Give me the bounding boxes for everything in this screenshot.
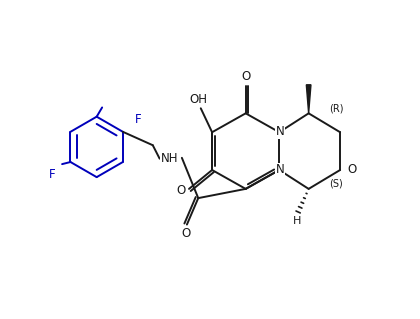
- Text: N: N: [276, 164, 284, 176]
- Text: O: O: [181, 227, 190, 240]
- Text: H: H: [293, 216, 302, 226]
- Text: O: O: [347, 164, 357, 176]
- Text: O: O: [241, 70, 250, 83]
- Text: (R): (R): [329, 103, 343, 113]
- Text: N: N: [276, 125, 284, 138]
- Text: (S): (S): [329, 179, 343, 189]
- Text: F: F: [49, 168, 56, 181]
- Text: OH: OH: [190, 93, 207, 106]
- Polygon shape: [306, 85, 311, 113]
- Text: F: F: [135, 113, 142, 126]
- Text: O: O: [176, 184, 185, 197]
- Text: NH: NH: [161, 152, 179, 165]
